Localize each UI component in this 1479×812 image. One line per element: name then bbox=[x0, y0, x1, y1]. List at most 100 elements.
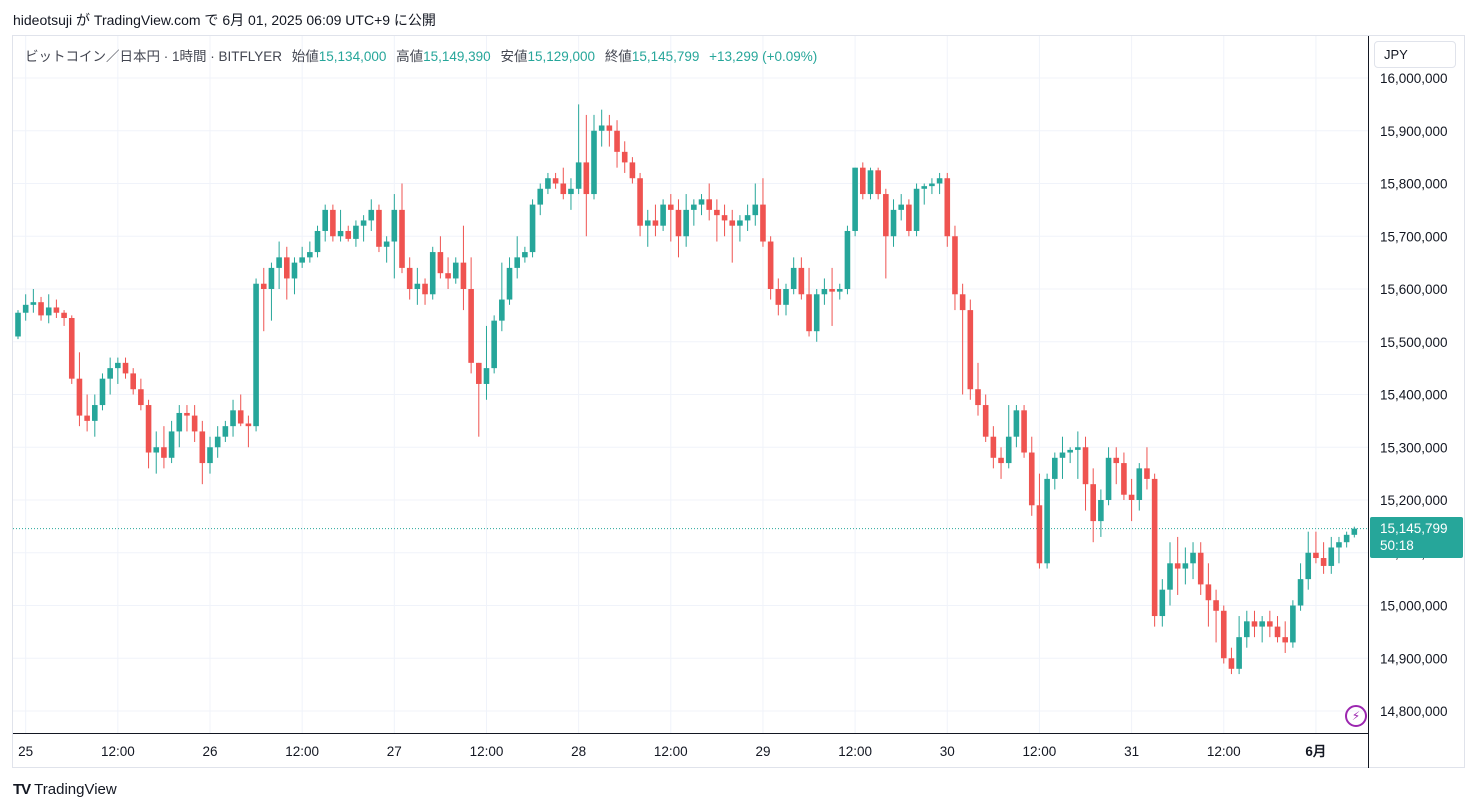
tradingview-logo[interactable]: TV TradingView bbox=[13, 781, 117, 798]
candle-body bbox=[291, 262, 298, 279]
candle-body bbox=[322, 209, 328, 231]
time-tick-label: 28 bbox=[571, 744, 586, 759]
candle-body bbox=[445, 273, 451, 279]
candle-body bbox=[621, 151, 628, 163]
candle-body bbox=[1313, 552, 1319, 559]
candle-body bbox=[1267, 621, 1273, 627]
candle-body bbox=[890, 209, 897, 237]
candle bbox=[260, 267, 267, 332]
candle-body bbox=[1290, 605, 1296, 643]
candle-body bbox=[268, 267, 275, 289]
candle-body bbox=[115, 362, 121, 369]
candle-body bbox=[1236, 637, 1242, 669]
candle-body bbox=[668, 204, 674, 210]
candle bbox=[522, 246, 528, 263]
candle bbox=[314, 225, 321, 258]
candle-body bbox=[875, 170, 881, 195]
candle bbox=[775, 278, 782, 316]
candle bbox=[61, 310, 67, 326]
candle-body bbox=[637, 178, 643, 226]
candle bbox=[460, 225, 467, 311]
candle-body bbox=[237, 410, 244, 424]
candle bbox=[583, 114, 590, 237]
candle-body bbox=[1244, 621, 1250, 638]
candle-body bbox=[399, 209, 405, 268]
candle-body bbox=[936, 178, 943, 184]
candle-body bbox=[99, 378, 106, 406]
time-tick-label: 30 bbox=[940, 744, 955, 759]
candle-body bbox=[821, 289, 828, 295]
candle-body bbox=[1167, 563, 1173, 590]
candle bbox=[637, 172, 643, 237]
last-price-tag: 15,145,799 50:18 bbox=[1370, 517, 1463, 558]
candle bbox=[214, 426, 221, 458]
candle bbox=[537, 183, 544, 216]
candle bbox=[1343, 531, 1350, 548]
candle-body bbox=[744, 215, 751, 221]
candle bbox=[138, 378, 144, 411]
candle-body bbox=[138, 389, 144, 406]
candle-body bbox=[383, 241, 390, 247]
chart-frame[interactable] bbox=[12, 35, 1465, 768]
candle-body bbox=[1059, 452, 1066, 458]
candle-body bbox=[767, 241, 774, 289]
candle-body bbox=[1128, 494, 1135, 500]
candle-body bbox=[583, 162, 590, 195]
candle bbox=[982, 394, 989, 442]
bolt-icon[interactable]: ⚡ bbox=[1345, 705, 1367, 727]
candle-body bbox=[944, 178, 951, 237]
candle bbox=[429, 246, 436, 300]
time-tick-label: 12:00 bbox=[838, 744, 872, 759]
candle bbox=[967, 299, 974, 400]
candle bbox=[575, 104, 582, 195]
candle bbox=[22, 294, 29, 321]
candle bbox=[299, 246, 305, 268]
candle bbox=[145, 399, 152, 469]
candle-body bbox=[1351, 528, 1358, 535]
candle-body bbox=[675, 209, 682, 237]
time-tick-label: 26 bbox=[202, 744, 217, 759]
time-tick-label: 29 bbox=[755, 744, 770, 759]
candle-body bbox=[760, 204, 766, 242]
candle-body bbox=[1075, 447, 1081, 450]
candle bbox=[345, 225, 352, 242]
candle bbox=[1167, 542, 1173, 606]
price-tick-label: 15,200,000 bbox=[1380, 493, 1448, 508]
candle bbox=[737, 215, 743, 242]
candle bbox=[783, 283, 789, 316]
price-tick-label: 14,900,000 bbox=[1380, 651, 1448, 666]
candle bbox=[161, 426, 167, 469]
candle-body bbox=[737, 220, 743, 226]
candle bbox=[1052, 452, 1058, 490]
currency-button[interactable]: JPY bbox=[1374, 41, 1456, 68]
candle bbox=[1144, 447, 1150, 490]
candle-body bbox=[1082, 447, 1089, 485]
candle bbox=[307, 241, 313, 263]
candle-body bbox=[499, 299, 505, 321]
candle bbox=[76, 352, 83, 427]
candle bbox=[959, 283, 966, 395]
candle bbox=[683, 194, 689, 247]
candle bbox=[1136, 463, 1143, 511]
candle-body bbox=[107, 368, 113, 379]
candle-body bbox=[729, 220, 736, 226]
symbol-label[interactable]: ビットコイン／日本円 · 1時間 · BITFLYER bbox=[25, 49, 283, 64]
candle bbox=[115, 357, 121, 384]
candle-body bbox=[959, 294, 966, 311]
candle bbox=[468, 257, 474, 374]
candle-body bbox=[330, 209, 336, 237]
candle-body bbox=[1213, 600, 1219, 611]
candle bbox=[698, 194, 705, 216]
candle bbox=[898, 194, 904, 221]
candle-body bbox=[422, 283, 428, 295]
candle bbox=[591, 114, 597, 200]
candle bbox=[276, 241, 282, 289]
time-tick-label: 25 bbox=[18, 744, 33, 759]
candle bbox=[1259, 616, 1265, 643]
candle bbox=[668, 194, 674, 242]
candle bbox=[836, 283, 843, 300]
candle bbox=[1059, 436, 1066, 479]
candle-body bbox=[1013, 410, 1020, 437]
last-price-value: 15,145,799 bbox=[1380, 521, 1448, 536]
